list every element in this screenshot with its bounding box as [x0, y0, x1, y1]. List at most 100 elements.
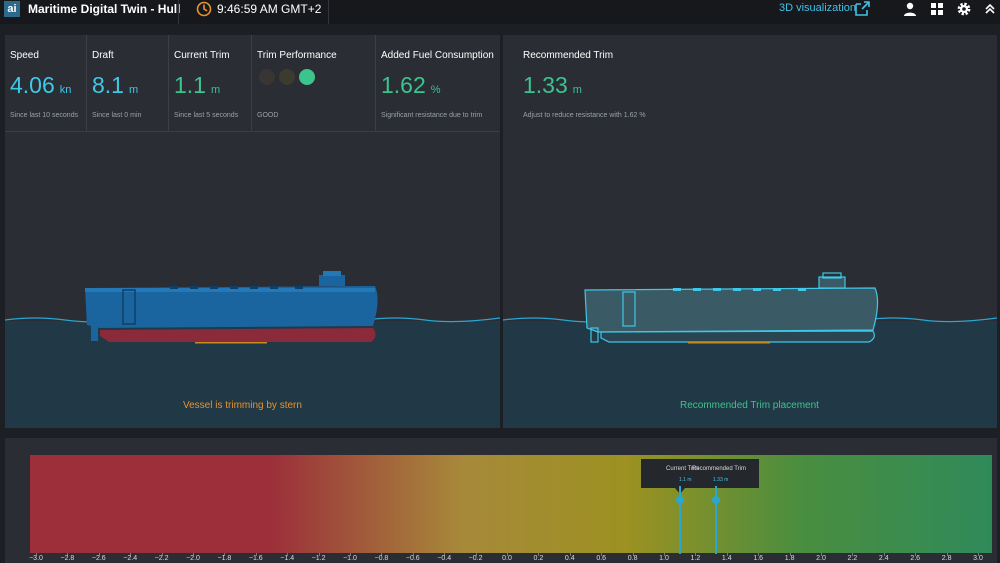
- hull-upper: [85, 286, 378, 328]
- axis-tick: [758, 553, 760, 556]
- axis-tick: [444, 553, 446, 556]
- hull-lower: [100, 328, 376, 342]
- axis-tick: [883, 553, 885, 556]
- app-title: Maritime Digital Twin - Hull: [28, 2, 181, 16]
- app-logo[interactable]: ai: [4, 1, 20, 17]
- performance-dot-good: [299, 69, 315, 85]
- axis-tick-label: 2.0: [816, 555, 826, 562]
- tooltip-current-label: Current Trim: [666, 466, 700, 472]
- axis-tick: [538, 553, 540, 556]
- clock-time: 9:46:59 AM GMT+2: [217, 2, 322, 16]
- axis-tick-label: −2.4: [123, 555, 138, 562]
- performance-dot-bad: [259, 69, 275, 85]
- trim-status-caption: Vessel is trimming by stern: [183, 400, 302, 411]
- axis-tick-label: 1.8: [784, 555, 795, 562]
- axis-tick-label: 1.4: [721, 555, 732, 562]
- axis-tick: [193, 553, 194, 556]
- axis-tick-label: 2.6: [910, 555, 921, 562]
- apps-grid-icon[interactable]: [929, 1, 945, 17]
- trim-resistance-gradient: [30, 455, 992, 553]
- header-divider: [328, 0, 329, 24]
- axis-tick: [632, 553, 634, 556]
- axis-tick-label: −0.6: [405, 555, 420, 562]
- speed-metric: Speed 4.06 kn Since last 10 seconds: [5, 35, 87, 131]
- metric-label: Trim Performance: [257, 50, 337, 61]
- current-trim-marker-line[interactable]: [678, 486, 681, 554]
- axis-tick-label: 3.0: [973, 555, 983, 562]
- axis-tick: [664, 553, 665, 556]
- axis-tick-label: −2.0: [186, 555, 200, 562]
- chevron-double-up-icon[interactable]: [982, 1, 998, 17]
- trim-tooltip: Current Trim Recommended Trim 1.1 m 1.33…: [641, 459, 759, 488]
- vessel-recommended-illustration: [503, 272, 997, 428]
- recommended-trim-metric: Recommended Trim 1.33 m Adjust to reduce …: [518, 35, 818, 131]
- axis-tick: [789, 553, 791, 556]
- added-fuel-metric: Added Fuel Consumption 1.62% Significant…: [376, 35, 500, 131]
- recommended-trim-marker-line[interactable]: [714, 486, 717, 554]
- axis-tick-label: 1.6: [753, 555, 764, 562]
- external-link-icon[interactable]: [853, 0, 871, 18]
- axis-tick-label: 0.2: [533, 555, 544, 562]
- axis-tick: [98, 553, 100, 556]
- metric-subtext: Since last 0 min: [92, 112, 142, 119]
- metric-label: Recommended Trim: [523, 50, 614, 61]
- metric-value: 1.33 m: [523, 72, 582, 98]
- axis-tick-label: 2.8: [941, 555, 952, 562]
- hull-outline-upper: [584, 287, 879, 333]
- recommended-trim-marker[interactable]: [711, 496, 720, 504]
- axis-tick: [569, 553, 571, 556]
- axis-tick-label: 2.2: [847, 555, 858, 562]
- current-trim-metric: Current Trim 1.1 m Since last 5 seconds: [169, 35, 252, 131]
- axis-tick-label: −0.4: [437, 555, 452, 562]
- axis-tick: [726, 553, 728, 556]
- axis-tick: [946, 553, 948, 556]
- axis-tick: [36, 553, 37, 556]
- axis-tick: [255, 553, 257, 556]
- vessel-current-illustration: [5, 271, 500, 428]
- trim-scale-panel: −3.0 −2.8 −2.6 −2.4 −2.2 −2.0 −1.8 −1.6 −1.4 −1.2…: [5, 438, 997, 563]
- axis-tick-label: 2.4: [878, 555, 889, 562]
- gear-icon[interactable]: [956, 1, 972, 17]
- axis-tick: [412, 553, 414, 556]
- axis-tick-label: −0.2: [468, 555, 483, 562]
- recommended-caption: Recommended Trim placement: [680, 400, 819, 411]
- axis-tick-label: −1.0: [343, 555, 357, 562]
- axis-tick-label: −3.0: [29, 555, 43, 562]
- axis-tick: [287, 553, 289, 556]
- axis-tick-label: 1.0: [659, 555, 669, 562]
- axis-tick: [161, 553, 163, 556]
- 3d-visualization-link[interactable]: 3D visualization: [779, 2, 857, 14]
- metric-subtext: Adjust to reduce resistance with 1.62 %: [523, 112, 646, 119]
- axis-tick: [350, 553, 351, 556]
- metric-label: Speed: [10, 50, 39, 61]
- current-trim-marker[interactable]: [675, 496, 684, 504]
- axis-tick: [852, 553, 854, 556]
- axis-tick-label: −2.6: [91, 555, 106, 562]
- axis-tick-label: 0.4: [564, 555, 575, 562]
- user-icon[interactable]: [902, 1, 918, 17]
- axis-tick-label: −1.4: [280, 555, 295, 562]
- metric-label: Current Trim: [174, 50, 230, 61]
- axis-tick-label: 1.2: [690, 555, 701, 562]
- axis-tick-label: 0.8: [627, 555, 638, 562]
- axis-tick: [475, 553, 477, 556]
- axis-tick: [695, 553, 697, 556]
- axis-tick-label: −1.6: [248, 555, 263, 562]
- axis-tick-label: 0.0: [502, 555, 512, 562]
- metric-value: 1.1 m: [174, 72, 221, 98]
- metric-value: 1.62%: [381, 72, 441, 98]
- axis-tick: [67, 553, 69, 556]
- axis-tick: [821, 553, 822, 556]
- axis-tick-label: −2.2: [154, 555, 169, 562]
- trim-performance-metric: Trim Performance GOOD: [252, 35, 376, 131]
- axis-tick: [318, 553, 320, 556]
- tooltip-recommended-value: 1.33 m: [713, 477, 729, 483]
- axis-tick: [130, 553, 132, 556]
- metric-subtext: Since last 10 seconds: [10, 112, 79, 119]
- top-bar: ai Maritime Digital Twin - Hull 9:46:59 …: [0, 0, 1000, 24]
- hull-outline-lower: [600, 330, 875, 343]
- performance-indicator: [259, 69, 319, 90]
- axis-tick: [224, 553, 226, 556]
- draft-metric: Draft 8.1 m Since last 0 min: [87, 35, 169, 131]
- recommended-trim-panel: Recommended Trim 1.33 m Adjust to reduce …: [503, 35, 997, 428]
